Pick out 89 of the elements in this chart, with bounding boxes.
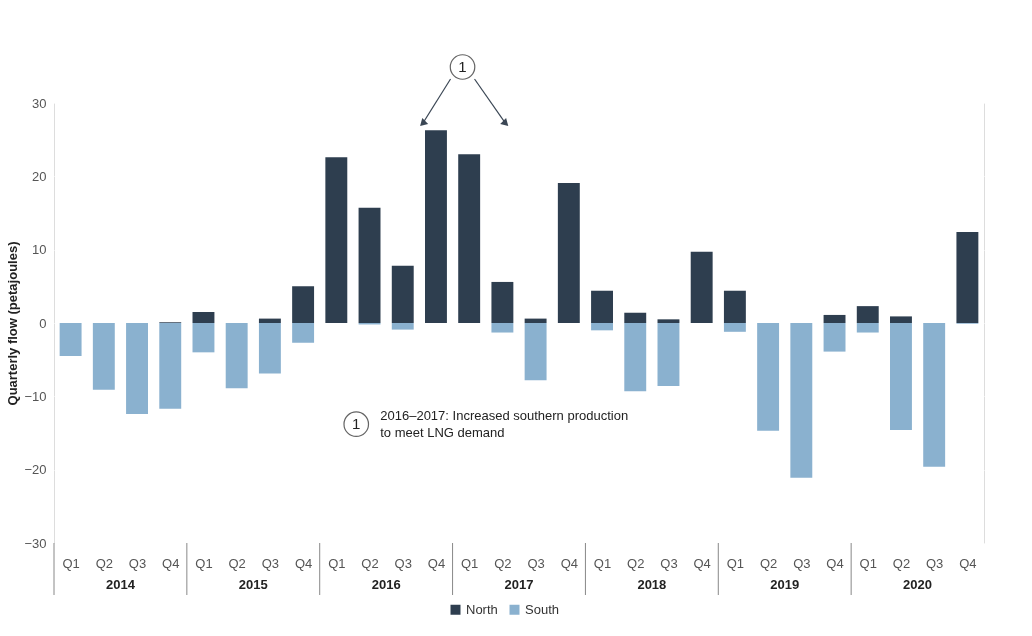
bar bbox=[491, 281, 514, 323]
bar bbox=[391, 323, 414, 330]
bar bbox=[923, 323, 946, 467]
x-tick-label: Q4 bbox=[162, 555, 180, 571]
bar bbox=[258, 318, 281, 323]
x-tick-label: Q1 bbox=[328, 555, 346, 571]
x-tick-label: Q3 bbox=[394, 555, 412, 571]
y-tick-label: −10 bbox=[24, 388, 47, 404]
x-tick-label: Q1 bbox=[62, 555, 80, 571]
bar bbox=[723, 290, 746, 323]
x-tick-label: Q3 bbox=[261, 555, 280, 571]
y-tick-label: 30 bbox=[32, 95, 47, 111]
text: 1 bbox=[458, 58, 467, 75]
bar bbox=[890, 323, 912, 431]
bar bbox=[92, 323, 115, 390]
annotation: 1 bbox=[352, 415, 361, 433]
y-tick-label: −20 bbox=[24, 462, 47, 478]
x-tick-label: Q1 bbox=[859, 555, 877, 571]
bar bbox=[524, 318, 547, 323]
x-tick-label: Q2 bbox=[494, 555, 512, 571]
bar bbox=[225, 323, 248, 389]
bar bbox=[690, 251, 713, 323]
text: 2020 bbox=[903, 577, 933, 592]
x-tick-label: Q4 bbox=[560, 555, 578, 571]
bar bbox=[325, 157, 348, 323]
x-tick-label: Q3 bbox=[527, 555, 545, 571]
bar bbox=[591, 290, 613, 323]
x-tick-label: Q1 bbox=[726, 555, 745, 571]
x-tick-label: Q3 bbox=[793, 555, 811, 571]
bar bbox=[591, 323, 613, 331]
bar bbox=[391, 265, 414, 323]
bar bbox=[856, 306, 879, 323]
x-tick-label: Q1 bbox=[195, 555, 213, 571]
bar bbox=[723, 323, 746, 332]
bar bbox=[192, 323, 215, 353]
bar bbox=[557, 182, 580, 323]
bar bbox=[192, 312, 215, 323]
x-tick-label: Q2 bbox=[892, 555, 911, 571]
y-tick-label: 0 bbox=[39, 315, 47, 331]
x-tick-label: Q3 bbox=[926, 555, 944, 571]
x-tick-label: Q2 bbox=[759, 555, 778, 571]
x-tick-label: Q4 bbox=[294, 555, 313, 571]
y-tick-label: 10 bbox=[32, 242, 47, 258]
legend-label: North bbox=[466, 601, 498, 617]
bar bbox=[524, 323, 547, 381]
bar bbox=[358, 207, 381, 323]
x-tick-label: Q3 bbox=[128, 555, 147, 571]
y-axis-title: Quarterly flow (petajoules) bbox=[5, 241, 21, 406]
bar bbox=[657, 323, 680, 387]
y-tick-label: 20 bbox=[32, 168, 47, 184]
bar bbox=[491, 323, 514, 333]
legend-label: South bbox=[525, 601, 559, 617]
text: 2019 bbox=[770, 577, 800, 592]
bar bbox=[757, 323, 780, 431]
x-tick-label: Q3 bbox=[660, 555, 678, 571]
bar bbox=[458, 154, 481, 323]
bar bbox=[823, 314, 846, 323]
bar bbox=[624, 312, 647, 323]
bar bbox=[292, 323, 315, 343]
bar bbox=[292, 286, 315, 323]
bar bbox=[956, 232, 979, 323]
x-tick-label: Q1 bbox=[461, 555, 479, 571]
bar bbox=[159, 323, 182, 409]
bar bbox=[890, 316, 912, 323]
text: 2016 bbox=[371, 577, 401, 592]
text: 2015 bbox=[238, 577, 268, 592]
text: 2017 bbox=[504, 577, 534, 592]
bar bbox=[856, 323, 879, 333]
bar bbox=[425, 130, 447, 323]
x-tick-label: Q1 bbox=[593, 555, 612, 571]
bar bbox=[126, 323, 148, 414]
x-tick-label: Q2 bbox=[627, 555, 645, 571]
y-tick-label: −30 bbox=[24, 535, 47, 551]
bar bbox=[258, 323, 281, 374]
bar bbox=[59, 323, 82, 356]
text: 2018 bbox=[637, 577, 667, 592]
bar bbox=[624, 323, 647, 392]
x-tick-label: Q4 bbox=[427, 555, 446, 571]
bar bbox=[790, 323, 813, 478]
bar bbox=[823, 323, 846, 352]
x-tick-label: Q4 bbox=[959, 555, 977, 571]
text: 2014 bbox=[105, 577, 136, 592]
x-tick-label: Q4 bbox=[693, 555, 711, 571]
x-tick-label: Q2 bbox=[95, 555, 113, 571]
bar bbox=[657, 319, 680, 323]
x-tick-label: Q2 bbox=[228, 555, 246, 571]
x-tick-label: Q2 bbox=[361, 555, 379, 571]
x-tick-label: Q4 bbox=[826, 555, 844, 571]
annotation: 2016–2017: Increased southern production to meet LNG demand bbox=[380, 408, 629, 441]
